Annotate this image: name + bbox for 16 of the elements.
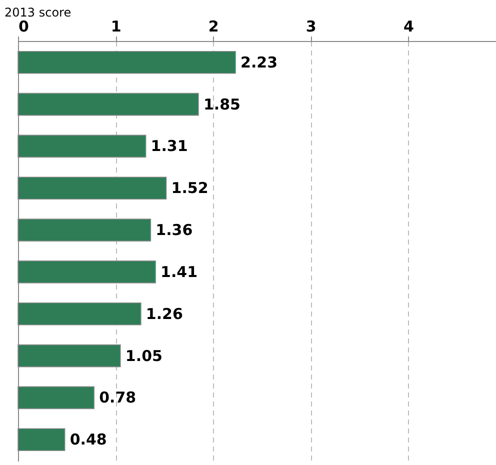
data-label: 0.78 [99, 388, 136, 407]
x-tick-label: 3 [306, 18, 316, 36]
data-label: 1.05 [125, 346, 162, 365]
x-tick-label: 2 [208, 18, 219, 36]
data-label: 1.85 [203, 95, 240, 114]
x-tick-label: 1 [110, 18, 122, 36]
x-tick-label: 4 [403, 18, 414, 36]
data-label: 2.23 [240, 53, 278, 72]
data-label: 0.48 [70, 430, 107, 449]
data-label: 1.52 [171, 179, 208, 198]
x-tick-label: 0 [18, 18, 29, 36]
data-label: 1.31 [150, 137, 188, 156]
data-label: 1.41 [160, 262, 198, 281]
x-axis-title: 2013 score [4, 6, 72, 20]
data-label: 1.36 [156, 221, 193, 240]
data-label: 1.26 [146, 304, 183, 323]
